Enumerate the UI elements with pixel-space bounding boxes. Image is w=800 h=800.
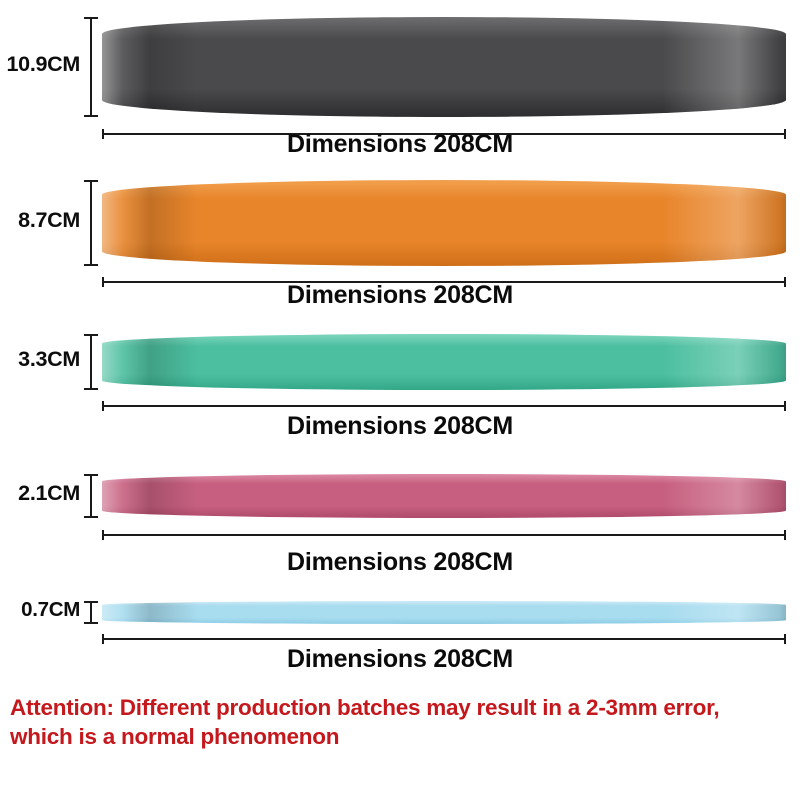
length-tick-left: [102, 401, 104, 411]
length-line-bar: [102, 638, 786, 640]
bracket-stem: [90, 601, 92, 624]
length-line-bar: [102, 405, 786, 407]
length-tick-left: [102, 530, 104, 540]
attention-warning-text: Attention: Different production batches …: [10, 693, 792, 751]
band-pink-width-label: 2.1CM: [18, 480, 80, 505]
band-pink-length-line: [102, 530, 786, 540]
band-green-height-bracket: [84, 334, 98, 390]
warning-line-2: which is a normal phenomenon: [10, 724, 340, 749]
length-tick-right: [784, 129, 786, 139]
band-orange: [102, 180, 786, 266]
band-orange-width-label: 8.7CM: [18, 207, 80, 232]
warning-line-1: Attention: Different production batches …: [10, 695, 720, 720]
length-tick-right: [784, 634, 786, 644]
band-blue-length-label: Dimensions 208CM: [286, 645, 514, 673]
length-tick-left: [102, 634, 104, 644]
bracket-stem: [90, 334, 92, 390]
band-sheen: [102, 601, 786, 624]
band-blue-height-bracket: [84, 601, 98, 624]
band-green-length-label: Dimensions 208CM: [286, 412, 514, 440]
band-dark-gray-height-bracket: [84, 17, 98, 117]
length-tick-right: [784, 277, 786, 287]
band-sheen: [102, 180, 786, 266]
band-green-width-label: 3.3CM: [18, 346, 80, 371]
band-sheen: [102, 17, 786, 117]
band-dark-gray-width-label: 10.9CM: [6, 51, 81, 76]
band-blue: [102, 601, 786, 624]
bracket-stem: [90, 180, 92, 266]
length-tick-left: [102, 129, 104, 139]
band-orange-height-bracket: [84, 180, 98, 266]
length-tick-left: [102, 277, 104, 287]
band-sheen: [102, 334, 786, 390]
length-tick-right: [784, 401, 786, 411]
band-pink: [102, 474, 786, 518]
band-sheen: [102, 474, 786, 518]
length-line-bar: [102, 133, 786, 135]
band-pink-length-label: Dimensions 208CM: [286, 548, 514, 576]
bracket-stem: [90, 17, 92, 117]
length-line-bar: [102, 281, 786, 283]
band-dark-gray-length-label: Dimensions 208CM: [286, 130, 514, 158]
bracket-stem: [90, 474, 92, 518]
band-blue-width-label: 0.7CM: [21, 597, 80, 621]
band-dark-gray: [102, 17, 786, 117]
band-blue-length-line: [102, 634, 786, 644]
band-orange-length-label: Dimensions 208CM: [286, 281, 514, 309]
band-dark-gray-length-line: [102, 129, 786, 139]
band-pink-height-bracket: [84, 474, 98, 518]
length-line-bar: [102, 534, 786, 536]
length-tick-right: [784, 530, 786, 540]
band-green-length-line: [102, 401, 786, 411]
band-orange-length-line: [102, 277, 786, 287]
band-green: [102, 334, 786, 390]
